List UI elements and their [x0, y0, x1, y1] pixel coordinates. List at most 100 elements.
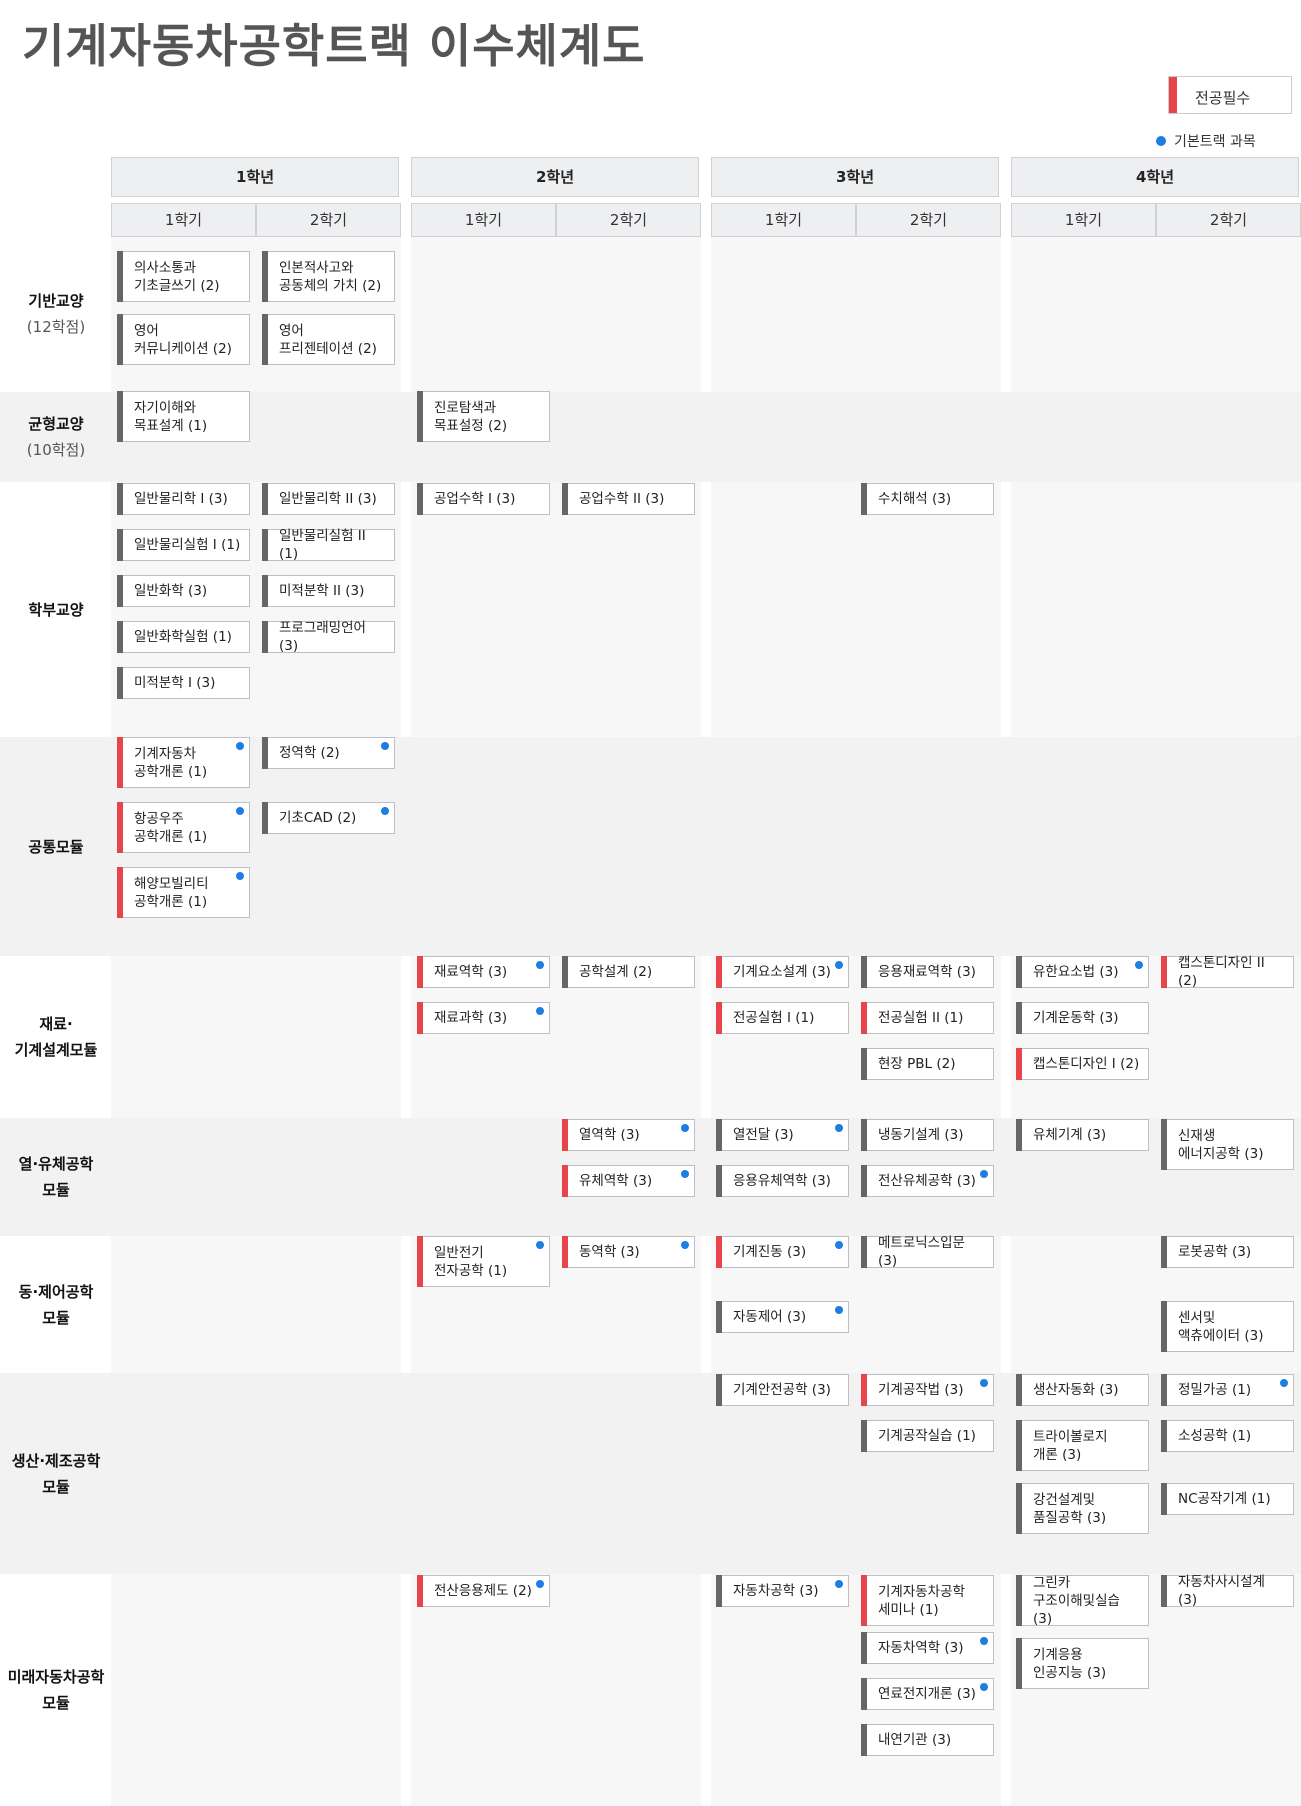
course-card[interactable]: 정역학 (2): [262, 737, 395, 769]
row-label: 재료· 기계설계모듈: [0, 1011, 112, 1063]
course-card[interactable]: 동역학 (3): [562, 1236, 695, 1268]
course-card[interactable]: 기초CAD (2): [262, 802, 395, 834]
course-card[interactable]: 기계요소설계 (3): [716, 956, 849, 988]
basic-track-dot-icon: [236, 742, 244, 750]
basic-track-dot-icon: [681, 1241, 689, 1249]
required-marker: [117, 867, 123, 918]
course-card[interactable]: 열역학 (3): [562, 1119, 695, 1151]
course-card[interactable]: 미적분학 I (3): [117, 667, 250, 699]
course-card[interactable]: 유한요소법 (3): [1016, 956, 1149, 988]
course-card[interactable]: 항공우주 공학개론 (1): [117, 802, 250, 853]
course-card[interactable]: 연료전지개론 (3): [861, 1678, 994, 1710]
course-card[interactable]: NC공작기계 (1): [1161, 1483, 1294, 1515]
course-card[interactable]: 자동차사시설계 (3): [1161, 1574, 1294, 1608]
course-marker: [1016, 1575, 1022, 1626]
course-card[interactable]: 그린카 구조이해및실습 (3): [1016, 1575, 1149, 1627]
course-card[interactable]: 공업수학 I (3): [417, 483, 550, 515]
course-card[interactable]: 강건설계및 품질공학 (3): [1016, 1483, 1149, 1534]
course-card[interactable]: 자동차역학 (3): [861, 1632, 994, 1664]
row-band-bg: [0, 1373, 1301, 1574]
course-marker: [262, 314, 268, 365]
course-card[interactable]: 정밀가공 (1): [1161, 1374, 1294, 1406]
course-card[interactable]: 영어 커뮤니케이션 (2): [117, 314, 250, 365]
course-card[interactable]: 일반물리학 I (3): [117, 483, 250, 515]
basic-track-dot-icon: [835, 1306, 843, 1314]
course-card[interactable]: 기계자동차공학 세미나 (1): [861, 1575, 994, 1626]
course-name: 일반화학 (3): [134, 583, 208, 599]
course-name: 열역학 (3): [579, 1127, 640, 1143]
course-card[interactable]: 신재생 에너지공학 (3): [1161, 1119, 1294, 1170]
course-name: 연료전지개론 (3): [878, 1686, 976, 1702]
course-marker: [562, 483, 568, 515]
course-marker: [262, 737, 268, 769]
course-marker: [117, 483, 123, 515]
course-card[interactable]: 자동제어 (3): [716, 1301, 849, 1333]
course-card[interactable]: 재료역학 (3): [417, 956, 550, 988]
course-card[interactable]: 로봇공학 (3): [1161, 1236, 1294, 1268]
course-card[interactable]: 냉동기설계 (3): [861, 1119, 994, 1151]
course-card[interactable]: 유체기계 (3): [1016, 1119, 1149, 1151]
course-marker: [262, 575, 268, 607]
course-card[interactable]: 응용재료역학 (3): [861, 956, 994, 988]
course-card[interactable]: 트라이볼로지 개론 (3): [1016, 1420, 1149, 1471]
course-card[interactable]: 기계운동학 (3): [1016, 1002, 1149, 1034]
course-card[interactable]: 현장 PBL (2): [861, 1048, 994, 1080]
course-card[interactable]: 일반화학실험 (1): [117, 621, 250, 653]
course-marker: [1016, 1374, 1022, 1406]
course-card[interactable]: 일반물리실험 I (1): [117, 529, 250, 561]
course-marker: [262, 529, 268, 561]
course-card[interactable]: 기계공작법 (3): [861, 1374, 994, 1406]
row-label: 기반교양 (12학점): [0, 288, 112, 340]
course-card[interactable]: 내연기관 (3): [861, 1724, 994, 1756]
course-card[interactable]: 일반물리실험 II (1): [262, 528, 395, 562]
course-card[interactable]: 기계안전공학 (3): [716, 1374, 849, 1406]
course-card[interactable]: 수치해석 (3): [861, 483, 994, 515]
course-card[interactable]: 미적분학 II (3): [262, 575, 395, 607]
course-card[interactable]: 기계자동차 공학개론 (1): [117, 737, 250, 788]
course-name: 전산응용제도 (2): [434, 1583, 532, 1599]
course-card[interactable]: 유체역학 (3): [562, 1165, 695, 1197]
course-name: 캡스톤디자인 II (2): [1178, 955, 1265, 989]
course-card[interactable]: 일반화학 (3): [117, 575, 250, 607]
course-name: 강건설계및 품질공학 (3): [1033, 1491, 1107, 1526]
course-card[interactable]: 전산응용제도 (2): [417, 1575, 550, 1607]
course-card[interactable]: 공업수학 II (3): [562, 483, 695, 515]
course-card[interactable]: 소성공학 (1): [1161, 1420, 1294, 1452]
course-name: 재료역학 (3): [434, 964, 508, 980]
course-card[interactable]: 전산유체공학 (3): [861, 1165, 994, 1197]
course-name: 자기이해와 목표설계 (1): [134, 399, 208, 434]
course-card[interactable]: 자동차공학 (3): [716, 1575, 849, 1607]
course-card[interactable]: 캡스톤디자인 I (2): [1016, 1048, 1149, 1080]
course-name: 자동차공학 (3): [733, 1583, 819, 1599]
course-card[interactable]: 해양모빌리티 공학개론 (1): [117, 867, 250, 918]
course-card[interactable]: 응용유체역학 (3): [716, 1165, 849, 1197]
course-card[interactable]: 일반물리학 II (3): [262, 483, 395, 515]
course-card[interactable]: 공학설계 (2): [562, 956, 695, 988]
course-card[interactable]: 의사소통과 기초글쓰기 (2): [117, 251, 250, 302]
course-name: 기계요소설계 (3): [733, 964, 831, 980]
course-card[interactable]: 기계진동 (3): [716, 1236, 849, 1268]
course-card[interactable]: 일반전기 전자공학 (1): [417, 1236, 550, 1287]
course-card[interactable]: 기계응용 인공지능 (3): [1016, 1638, 1149, 1689]
course-card[interactable]: 인본적사고와 공동체의 가치 (2): [262, 251, 395, 302]
basic-track-dot-icon: [381, 807, 389, 815]
course-card[interactable]: 진로탐색과 목표설정 (2): [417, 391, 550, 442]
course-marker: [861, 1236, 867, 1268]
required-marker: [117, 802, 123, 853]
course-card[interactable]: 전공실험 I (1): [716, 1002, 849, 1034]
course-card[interactable]: 센서및 액츄에이터 (3): [1161, 1301, 1294, 1352]
course-card[interactable]: 기계공작실습 (1): [861, 1420, 994, 1452]
course-card[interactable]: 캡스톤디자인 II (2): [1161, 955, 1294, 989]
course-card[interactable]: 재료과학 (3): [417, 1002, 550, 1034]
year-header: 3학년: [711, 157, 999, 197]
course-card[interactable]: 열전달 (3): [716, 1119, 849, 1151]
course-card[interactable]: 영어 프리젠테이션 (2): [262, 314, 395, 365]
course-card[interactable]: 자기이해와 목표설계 (1): [117, 391, 250, 442]
course-card[interactable]: 프로그래밍언어 (3): [262, 620, 395, 654]
semester-header: 2학기: [556, 203, 701, 237]
course-card[interactable]: 전공실험 II (1): [861, 1002, 994, 1034]
course-card[interactable]: 메트로닉스입문 (3): [861, 1235, 994, 1269]
row-label: 균형교양 (10학점): [0, 411, 112, 463]
course-name: 자동제어 (3): [733, 1309, 807, 1325]
course-card[interactable]: 생산자동화 (3): [1016, 1374, 1149, 1406]
